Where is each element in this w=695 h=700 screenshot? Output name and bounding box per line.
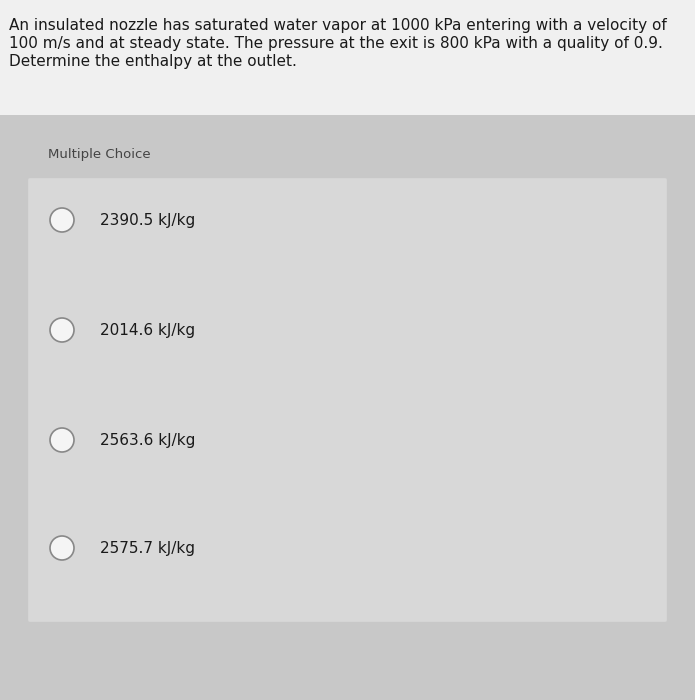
Text: 100 m/s and at steady state. The pressure at the exit is 800 kPa with a quality : 100 m/s and at steady state. The pressur…	[9, 36, 663, 51]
Text: 2563.6 kJ/kg: 2563.6 kJ/kg	[100, 433, 195, 447]
Circle shape	[50, 536, 74, 560]
Bar	[0, 0, 695, 115]
FancyBboxPatch shape	[28, 178, 667, 622]
Circle shape	[50, 208, 74, 232]
Text: 2390.5 kJ/kg: 2390.5 kJ/kg	[100, 213, 195, 228]
Text: 2575.7 kJ/kg: 2575.7 kJ/kg	[100, 540, 195, 556]
Circle shape	[50, 428, 74, 452]
Text: Determine the enthalpy at the outlet.: Determine the enthalpy at the outlet.	[9, 54, 297, 69]
Circle shape	[50, 318, 74, 342]
Text: 2014.6 kJ/kg: 2014.6 kJ/kg	[100, 323, 195, 337]
Text: An insulated nozzle has saturated water vapor at 1000 kPa entering with a veloci: An insulated nozzle has saturated water …	[9, 18, 667, 33]
Text: Multiple Choice: Multiple Choice	[48, 148, 151, 161]
